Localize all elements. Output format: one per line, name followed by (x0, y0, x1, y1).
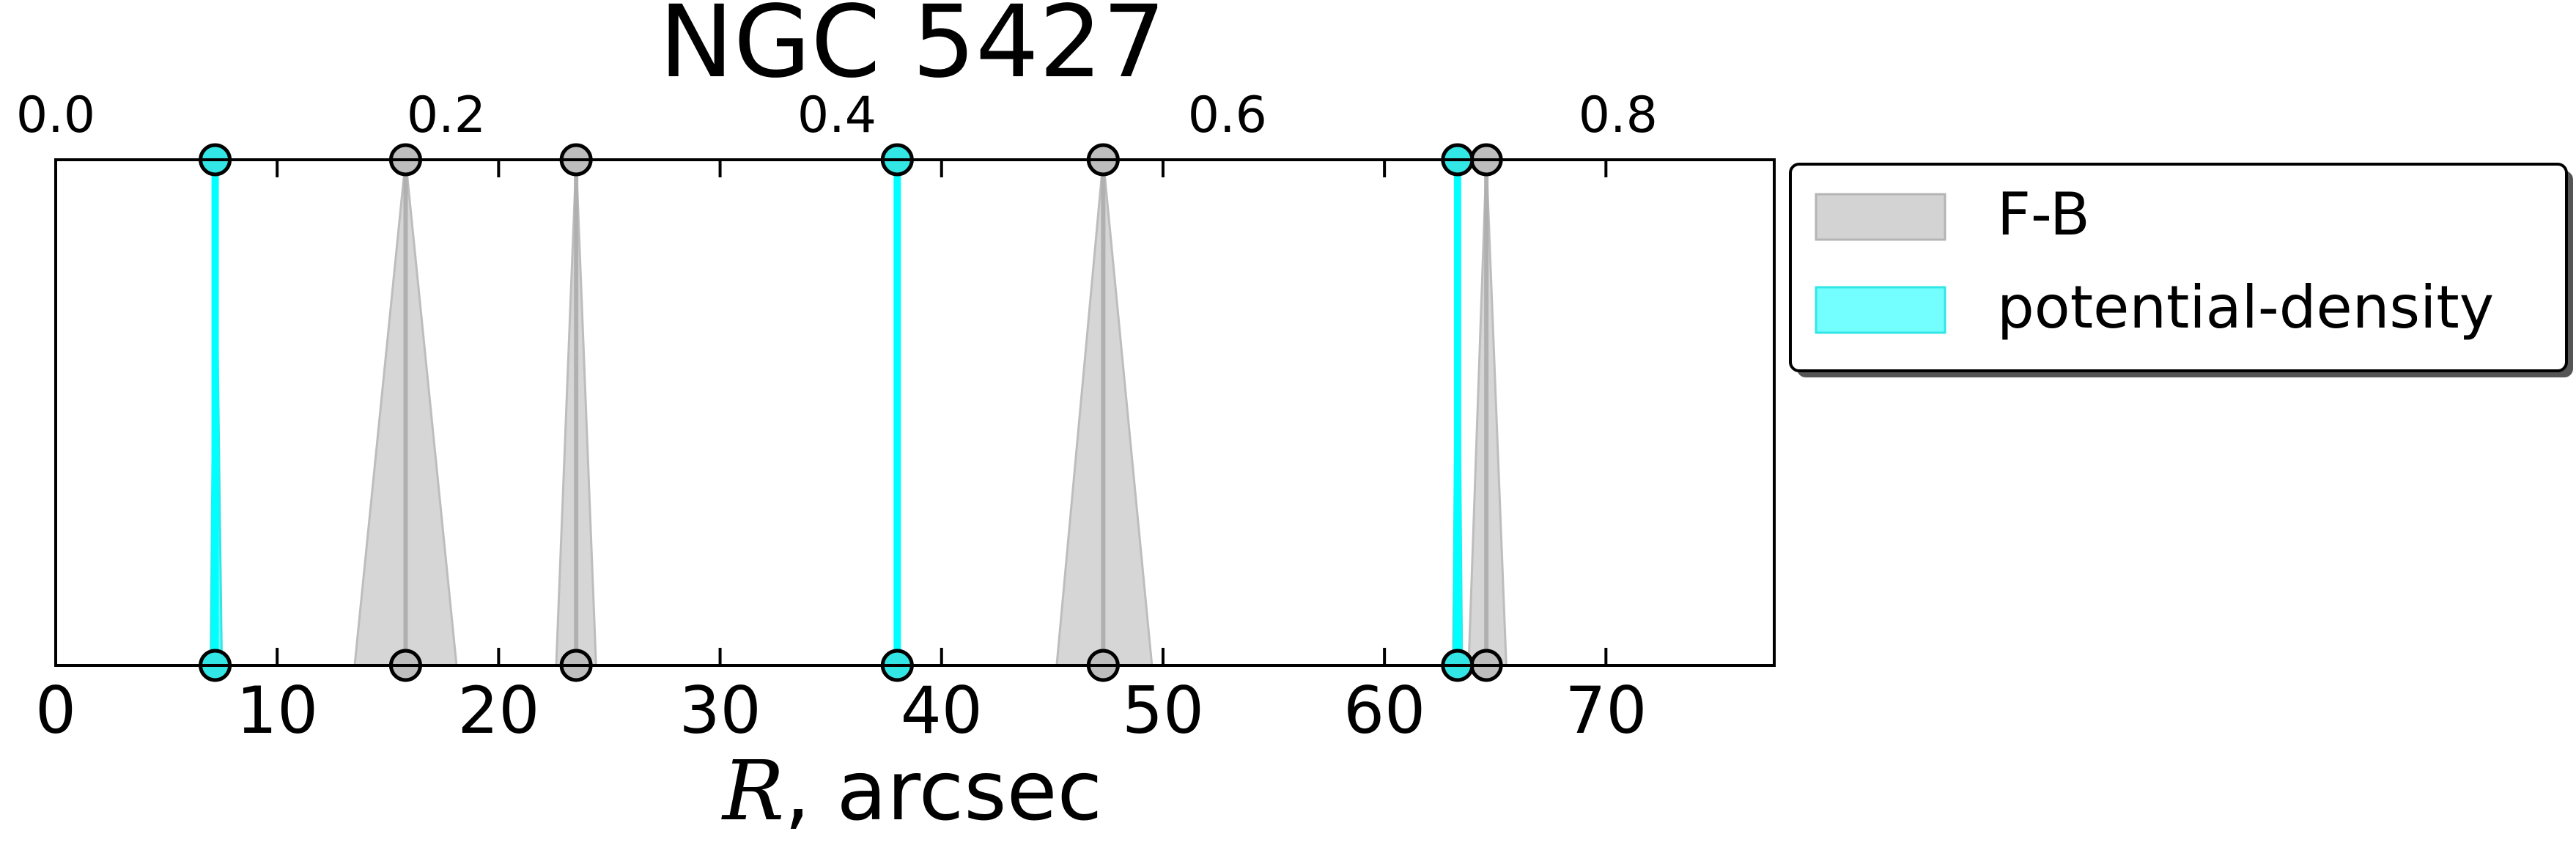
top-tick-label-1: 0.2 (407, 86, 486, 144)
legend-swatch-potential-density (1815, 286, 1946, 334)
legend-swatch-fb (1815, 193, 1946, 241)
top-axis-tick-labels: 0.0 0.2 0.4 0.6 0.8 (16, 86, 1658, 144)
x-tick-label-60: 60 (1343, 673, 1425, 748)
x-tick-label-40: 40 (901, 673, 983, 748)
top-tick-label-0: 0.0 (16, 86, 95, 144)
top-tick-label-4: 0.8 (1579, 86, 1658, 144)
x-tick-label-0: 0 (35, 673, 76, 748)
x-tick-label-10: 10 (236, 673, 318, 748)
legend: F-B potential-density (1789, 163, 2568, 372)
x-tick-label-30: 30 (679, 673, 761, 748)
plot-area (199, 143, 1507, 682)
legend-label-fb: F-B (1997, 180, 2090, 248)
x-tick-label-50: 50 (1122, 673, 1204, 748)
x-tick-label-20: 20 (457, 673, 539, 748)
x-axis-label-unit: , arcsec (784, 744, 1102, 839)
bottom-axis: 0 10 20 30 40 50 60 70 (35, 160, 1647, 748)
chart-title: NGC 5427 (659, 0, 1165, 100)
top-tick-label-2: 0.4 (797, 86, 876, 144)
x-tick-label-70: 70 (1565, 673, 1647, 748)
x-axis-label-var: R (721, 744, 784, 839)
plot-frame (54, 158, 1776, 667)
legend-box (1789, 163, 2568, 372)
x-axis-label: R, arcsec (721, 744, 1102, 839)
top-tick-label-3: 0.6 (1188, 86, 1267, 144)
legend-label-potential-density: potential-density (1997, 273, 2494, 341)
